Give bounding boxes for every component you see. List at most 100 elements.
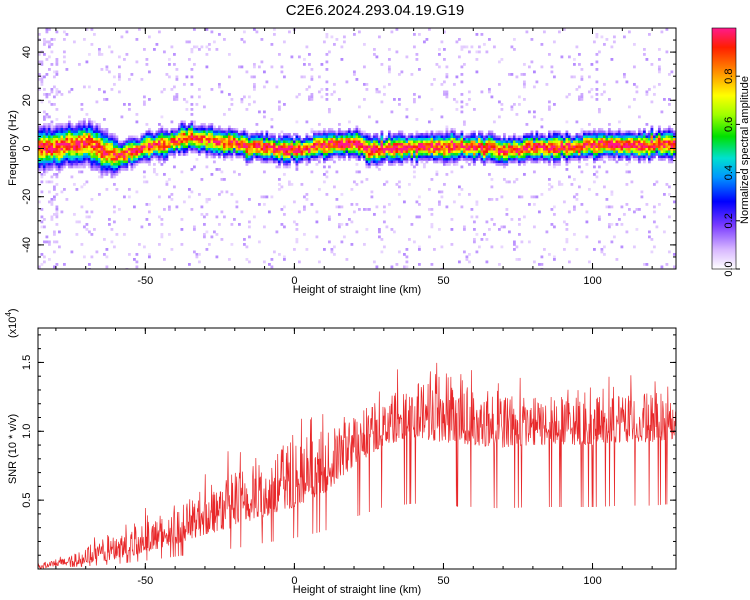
spectrogram-cell (218, 145, 221, 149)
spectrogram-cell (328, 128, 331, 131)
spectrogram-cell (80, 165, 84, 169)
spectrogram-cell (120, 168, 124, 171)
spectrogram-cell (465, 150, 469, 154)
spectrogram-cell (350, 130, 354, 134)
spectrogram-cell (330, 138, 334, 141)
spectrogram-cell (513, 135, 516, 139)
spectrogram-cell (138, 155, 141, 159)
spectrogram-cell (65, 128, 69, 131)
spectrogram-cell (455, 100, 459, 104)
spectrogram-cell (578, 53, 581, 56)
spectrogram-cell (118, 158, 121, 161)
spectrogram-cell (548, 135, 551, 139)
spectrogram-cell (68, 90, 71, 94)
spectrogram-cell (95, 165, 99, 169)
spectrogram-cell (315, 150, 319, 154)
spectrogram-cell (380, 140, 384, 144)
spectrogram-cell (43, 118, 46, 121)
spectrogram-cell (418, 133, 421, 136)
spectrogram-cell (338, 148, 341, 151)
spectrogram-cell (330, 93, 334, 96)
spectrogram-cell (583, 135, 586, 139)
spectrogram-cell (253, 135, 256, 139)
spectrogram-cell (598, 135, 601, 139)
spectrogram-cell (450, 153, 454, 156)
spectrogram-cell (303, 148, 306, 151)
spectrogram-cell (370, 153, 374, 156)
spectrogram-cell (463, 140, 466, 144)
spectrogram-cell (85, 60, 89, 64)
spectrogram-cell (95, 160, 99, 164)
spectrogram-cell (128, 140, 131, 144)
spectrogram-cell (360, 133, 364, 136)
spectrogram-cell (343, 133, 346, 136)
spectrogram-cell (310, 203, 314, 206)
spectrogram-cell (295, 163, 299, 166)
spectrogram-cell (100, 173, 104, 176)
spectrogram-cell (530, 60, 534, 64)
spectrogram-cell (563, 248, 566, 251)
spectrogram-cell (473, 155, 476, 159)
spectrogram-cell (635, 140, 639, 144)
spectrogram-cell (220, 135, 224, 139)
spectrogram-cell (270, 65, 274, 69)
spectrogram-cell (520, 195, 524, 199)
spectrogram-cell (363, 98, 366, 101)
spectrogram-cell (75, 143, 79, 146)
spectrogram-cell (588, 145, 591, 149)
spectrogram-cell (80, 108, 84, 111)
spectrogram-cell (198, 148, 201, 151)
spectrogram-cell (53, 130, 56, 134)
spectrogram-cell (428, 158, 431, 161)
spectrogram-cell (520, 143, 524, 146)
spectrogram-cell (158, 160, 161, 164)
spectrogram-cell (275, 138, 279, 141)
spectrogram-cell (303, 150, 306, 154)
spectrogram-cell (640, 190, 644, 194)
spectrogram-cell (160, 143, 164, 146)
spectrogram-cell (315, 135, 319, 139)
spectrogram-cell (540, 135, 544, 139)
spectrogram-cell (245, 153, 249, 156)
spectrogram-cell (83, 160, 86, 164)
spectrogram-cell (370, 143, 374, 146)
spectrogram-cell (340, 58, 344, 61)
spectrogram-cell (645, 58, 649, 61)
spectrogram-cell (205, 165, 209, 169)
spectrogram-cell (118, 153, 121, 156)
spectrogram-cell (488, 173, 491, 176)
spectrogram-cell (358, 133, 361, 136)
spectrogram-cell (220, 148, 224, 151)
spectrogram-cell (673, 265, 676, 269)
spectrogram-cell (145, 153, 149, 156)
spectrogram-cell (348, 150, 351, 154)
spectrogram-cell (610, 205, 614, 209)
spectrogram-cell (403, 265, 406, 269)
y-tick-label: 40 (21, 46, 33, 58)
spectrogram-cell (423, 138, 426, 141)
spectrogram-cell (495, 140, 499, 144)
spectrogram-cell (438, 145, 441, 149)
spectrogram-cell (285, 165, 289, 169)
spectrogram-cell (60, 143, 64, 146)
spectrogram-cell (643, 160, 646, 164)
spectrogram-cell (498, 148, 501, 151)
spectrogram-cell (535, 140, 539, 144)
spectrogram-cell (248, 95, 251, 99)
spectrogram-cell (538, 153, 541, 156)
spectrogram-cell (70, 130, 74, 134)
spectrogram-cell (543, 158, 546, 161)
spectrogram-cell (523, 73, 526, 76)
spectrogram-cell (218, 128, 221, 131)
spectrogram-cell (545, 138, 549, 141)
spectrogram-cell (593, 153, 596, 156)
spectrogram-cell (68, 130, 71, 134)
spectrogram-cell (105, 158, 109, 161)
spectrogram-cell (298, 158, 301, 161)
spectrogram-cell (163, 150, 166, 154)
spectrogram-cell (650, 153, 654, 156)
spectrogram-cell (78, 63, 81, 66)
spectrogram-cell (153, 148, 156, 151)
spectrogram-cell (493, 150, 496, 154)
